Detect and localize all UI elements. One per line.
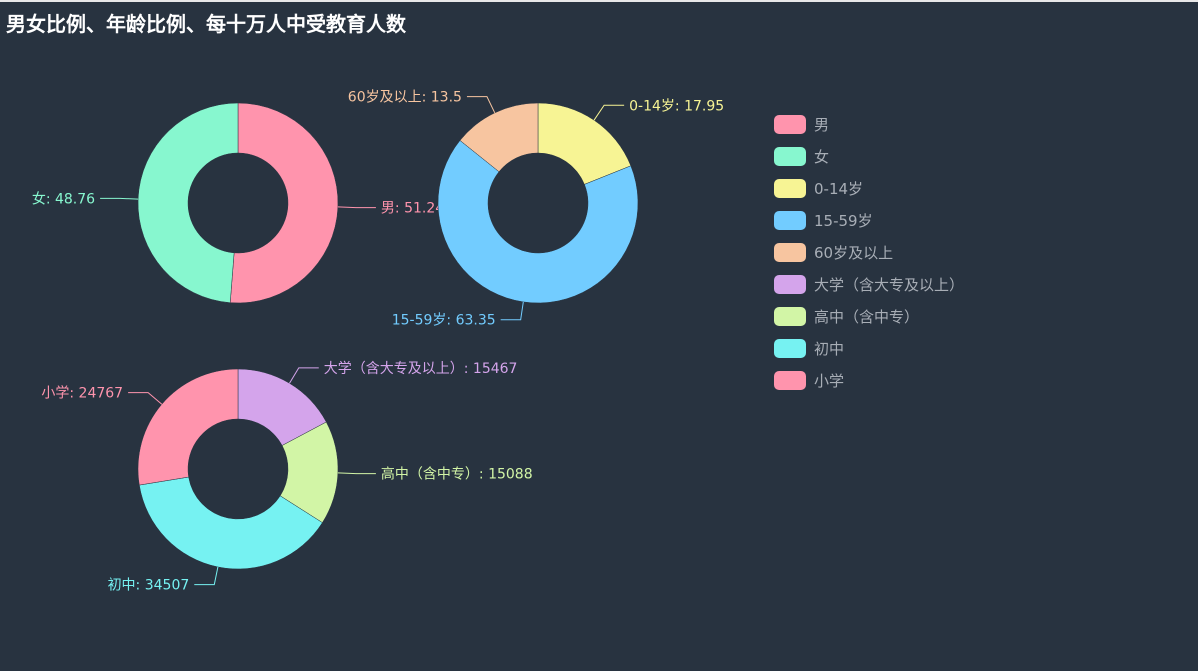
legend-item[interactable]: 60岁及以上: [774, 236, 964, 268]
legend-swatch: [774, 370, 806, 390]
slice-label: 0-14岁: 17.95: [629, 98, 724, 114]
slice-label: 15-59岁: 63.35: [392, 313, 496, 329]
legend-label: 大学（含大专及以上）: [814, 275, 965, 294]
pie-slice[interactable]: [137, 368, 239, 486]
legend-label: 男: [814, 115, 830, 134]
slice-label: 男: 51.24: [381, 201, 444, 217]
pie-slice[interactable]: [139, 476, 323, 570]
legend-item[interactable]: 小学: [774, 364, 964, 396]
legend-item[interactable]: 男: [774, 108, 964, 140]
legend-swatch: [774, 338, 806, 358]
chart-title: 男女比例、年龄比例、每十万人中受教育人数: [6, 12, 406, 36]
legend-item[interactable]: 高中（含中专）: [774, 300, 964, 332]
legend-label: 0-14岁: [814, 179, 864, 198]
legend-item[interactable]: 初中: [774, 332, 964, 364]
label-leader-line: [100, 197, 139, 200]
label-leader-line: [194, 566, 219, 586]
legend-swatch: [774, 274, 806, 294]
legend-label: 小学: [814, 371, 845, 390]
label-leader-line: [128, 392, 163, 405]
legend-label: 女: [814, 147, 830, 166]
slice-label: 女: 48.76: [32, 190, 95, 207]
legend-label: 60岁及以上: [814, 243, 894, 262]
legend-item[interactable]: 0-14岁: [774, 172, 964, 204]
legend-swatch: [774, 178, 806, 198]
label-leader-line: [500, 301, 524, 321]
label-leader-line: [593, 104, 625, 121]
label-leader-line: [289, 367, 319, 384]
slice-label: 60岁及以上: 13.5: [348, 90, 462, 106]
pie-slice[interactable]: [137, 102, 239, 303]
label-leader-line: [466, 96, 496, 114]
pie-slice[interactable]: [459, 102, 539, 173]
label-leader-line: [337, 472, 376, 475]
legend-swatch: [774, 242, 806, 262]
slice-label: 大学（含大专及以上）: 15467: [324, 361, 518, 377]
slice-label: 初中: 34507: [108, 577, 190, 594]
legend-swatch: [774, 114, 806, 134]
slice-label: 高中（含中专）: 15088: [381, 466, 533, 483]
label-leader-line: [337, 206, 376, 209]
legend: 男女 0-14岁 15-59岁 60岁及以上大学（含大专及以上） 高中（含中专） 初中小学: [774, 108, 964, 396]
legend-item[interactable]: 大学（含大专及以上）: [774, 268, 964, 300]
legend-label: 15-59岁: [814, 211, 873, 230]
legend-swatch: [774, 306, 806, 326]
slice-label: 小学: 24767: [41, 386, 123, 402]
pie-slice[interactable]: [229, 102, 339, 304]
legend-item[interactable]: 女: [774, 140, 964, 172]
legend-item[interactable]: 15-59岁: [774, 204, 964, 236]
legend-label: 高中（含中专）: [814, 307, 920, 326]
legend-swatch: [774, 210, 806, 230]
legend-label: 初中: [814, 339, 845, 358]
pie-slice[interactable]: [437, 140, 639, 304]
legend-swatch: [774, 146, 806, 166]
